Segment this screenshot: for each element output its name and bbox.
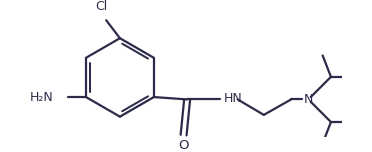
Text: N: N: [304, 93, 313, 106]
Text: Cl: Cl: [95, 0, 107, 13]
Text: H₂N: H₂N: [30, 91, 54, 104]
Text: HN: HN: [224, 92, 243, 105]
Text: O: O: [178, 139, 189, 152]
